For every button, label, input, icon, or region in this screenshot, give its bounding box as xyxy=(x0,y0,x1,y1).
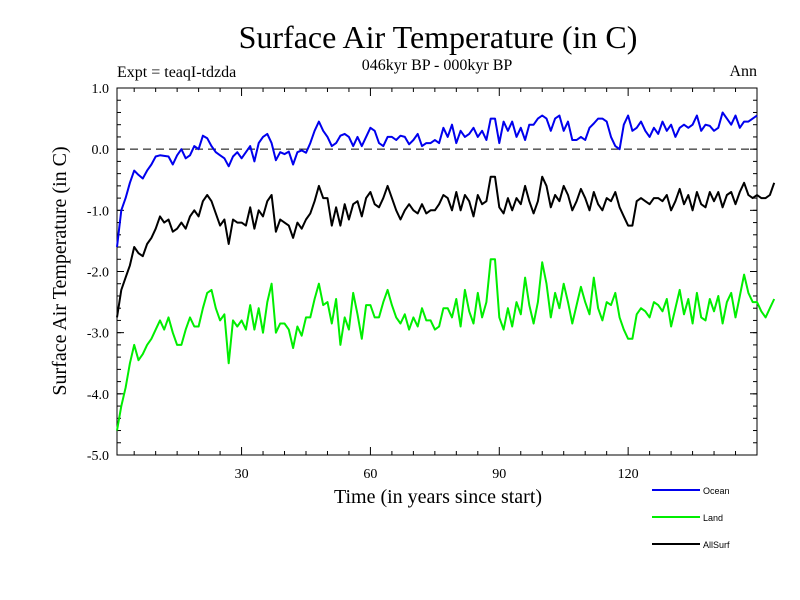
y-tick-label: -1.0 xyxy=(87,204,109,219)
period-label: Ann xyxy=(729,63,757,80)
legend-label-land: Land xyxy=(703,513,723,523)
series-line-ocean xyxy=(116,111,758,248)
y-tick-label: 1.0 xyxy=(92,82,110,97)
series-line-land xyxy=(116,258,776,431)
y-axis: -5.0 -4.0 -3.0 -2.0 -1.0 0.0 1.0 xyxy=(87,82,757,464)
series-group xyxy=(116,111,776,431)
chart-title: Surface Air Temperature (in C) xyxy=(239,19,638,55)
chart-subtitle: 046kyr BP - 000kyr BP xyxy=(362,57,513,74)
y-tick-label: -4.0 xyxy=(87,388,109,403)
x-tick-label: 90 xyxy=(492,467,506,482)
y-tick-label: 0.0 xyxy=(92,143,110,158)
x-axis: 30 60 90 120 xyxy=(133,88,737,482)
x-tick-label: 120 xyxy=(618,467,639,482)
y-tick-label: -5.0 xyxy=(87,449,109,464)
x-tick-label: 30 xyxy=(235,467,249,482)
experiment-label: Expt = teaqI-tdzda xyxy=(117,64,236,81)
legend: Ocean Land AllSurf xyxy=(652,486,730,550)
legend-label-allsurf: AllSurf xyxy=(703,540,730,550)
y-axis-label: Surface Air Temperature (in C) xyxy=(49,146,71,395)
y-tick-label: -2.0 xyxy=(87,266,109,281)
legend-label-ocean: Ocean xyxy=(703,486,730,496)
series-line-allsurf xyxy=(116,175,776,318)
y-tick-label: -3.0 xyxy=(87,327,109,342)
x-axis-label: Time (in years since start) xyxy=(334,486,542,508)
x-tick-label: 60 xyxy=(363,467,377,482)
plot-frame xyxy=(116,87,758,456)
